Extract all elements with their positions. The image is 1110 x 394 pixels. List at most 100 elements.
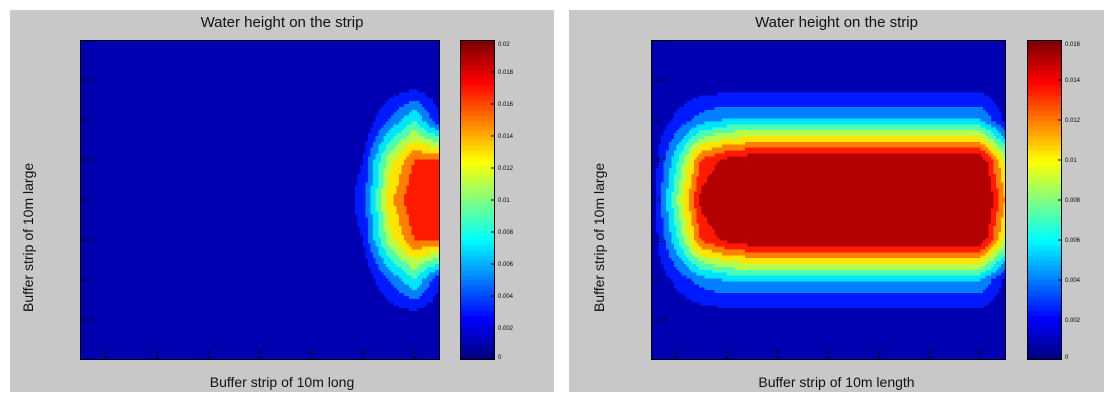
- contour-cell: [866, 144, 870, 149]
- contour-cell: [866, 92, 870, 96]
- contour-cell: [383, 138, 387, 143]
- contour-cell: [917, 130, 921, 134]
- contour-cell: [727, 98, 731, 102]
- contour-cell: [777, 124, 781, 128]
- contour-cell: [780, 92, 784, 96]
- contour-cell: [419, 272, 423, 277]
- contour-cell: [858, 141, 863, 146]
- contour-cell: [851, 150, 855, 155]
- contour-cell: [978, 153, 982, 157]
- contour-cell: [985, 121, 989, 125]
- contour-cell: [793, 141, 797, 146]
- contour-cell: [970, 95, 974, 99]
- contour-cell: [424, 150, 428, 155]
- contour-cell: [429, 185, 433, 189]
- contour-cell: [935, 136, 939, 140]
- contour-cell: [902, 133, 906, 137]
- contour-cell: [696, 147, 700, 152]
- contour-cell: [365, 200, 369, 204]
- contour-cell: [919, 98, 923, 102]
- contour-cell: [810, 101, 814, 105]
- contour-cell: [805, 138, 809, 143]
- contour-cell: [970, 153, 974, 157]
- contour-cell: [398, 205, 403, 210]
- contour-cell: [904, 92, 908, 96]
- contour-cell: [383, 144, 387, 149]
- contour-cell: [884, 147, 888, 152]
- contour-cell: [409, 252, 413, 256]
- contour-cell: [699, 141, 703, 146]
- contour-cell: [404, 156, 408, 160]
- contour-cell: [800, 104, 804, 108]
- contour-cell: [714, 127, 718, 131]
- contour-cell: [950, 104, 954, 108]
- contour-cell: [432, 226, 436, 230]
- contour-cell: [429, 296, 433, 300]
- contour-cell: [942, 150, 946, 155]
- contour-plot: 246810121411.522.533.544.55: [80, 40, 440, 360]
- contour-cell: [978, 112, 982, 117]
- contour-cell: [871, 144, 875, 149]
- contour-cell: [960, 106, 964, 111]
- contour-cell: [909, 98, 913, 102]
- contour-cell: [373, 133, 377, 137]
- contour-cell: [411, 150, 415, 155]
- contour-cell: [929, 138, 934, 143]
- contour-cell: [368, 217, 372, 221]
- contour-cell: [699, 124, 703, 128]
- contour-cell: [790, 147, 794, 152]
- contour-cell: [795, 153, 799, 157]
- contour-cell: [401, 234, 405, 239]
- contour-cell: [388, 176, 392, 181]
- contour-cell: [777, 104, 781, 108]
- contour-cell: [909, 153, 913, 157]
- contour-cell: [368, 243, 372, 248]
- contour-cell: [393, 101, 397, 105]
- contour-cell: [967, 124, 972, 128]
- contour-cell: [422, 101, 426, 105]
- contour-cell: [919, 144, 923, 149]
- contour-cell: [965, 127, 969, 131]
- contour-cell: [798, 130, 802, 134]
- contour-cell: [375, 153, 379, 157]
- contour-cell: [429, 170, 433, 175]
- contour-cell: [396, 130, 400, 134]
- contour-cell: [765, 109, 769, 114]
- contour-cell: [929, 106, 934, 111]
- contour-cell: [795, 115, 799, 120]
- contour-cell: [383, 141, 387, 146]
- contour-cell: [432, 112, 436, 117]
- contour-cell: [427, 182, 431, 187]
- contour-cell: [401, 109, 405, 114]
- contour-cell: [391, 293, 395, 297]
- contour-cell: [375, 272, 379, 277]
- contour-cell: [386, 202, 390, 207]
- contour-cell: [357, 214, 361, 219]
- contour-cell: [734, 130, 738, 134]
- colorbar-band: [460, 350, 495, 356]
- contour-cell: [742, 153, 746, 157]
- contour-cell: [427, 101, 431, 105]
- contour-cell: [388, 159, 392, 163]
- contour-cell: [955, 95, 959, 99]
- contour-cell: [386, 200, 390, 204]
- contour-cell: [437, 130, 440, 134]
- contour-cell: [902, 127, 906, 131]
- contour-cell: [767, 106, 771, 111]
- contour-cell: [798, 144, 802, 149]
- contour-cell: [869, 115, 873, 120]
- contour-cell: [919, 101, 923, 105]
- contour-cell: [790, 153, 794, 157]
- contour-cell: [419, 275, 423, 280]
- contour-cell: [970, 115, 974, 120]
- contour-cell: [886, 147, 890, 152]
- contour-cell: [373, 272, 377, 277]
- contour-cell: [401, 281, 405, 285]
- contour-cell: [1003, 127, 1006, 131]
- contour-cell: [782, 101, 786, 105]
- contour-cell: [988, 101, 992, 105]
- contour-cell: [409, 176, 413, 181]
- contour-cell: [386, 185, 390, 189]
- contour-cell: [833, 118, 837, 123]
- contour-cell: [914, 95, 918, 99]
